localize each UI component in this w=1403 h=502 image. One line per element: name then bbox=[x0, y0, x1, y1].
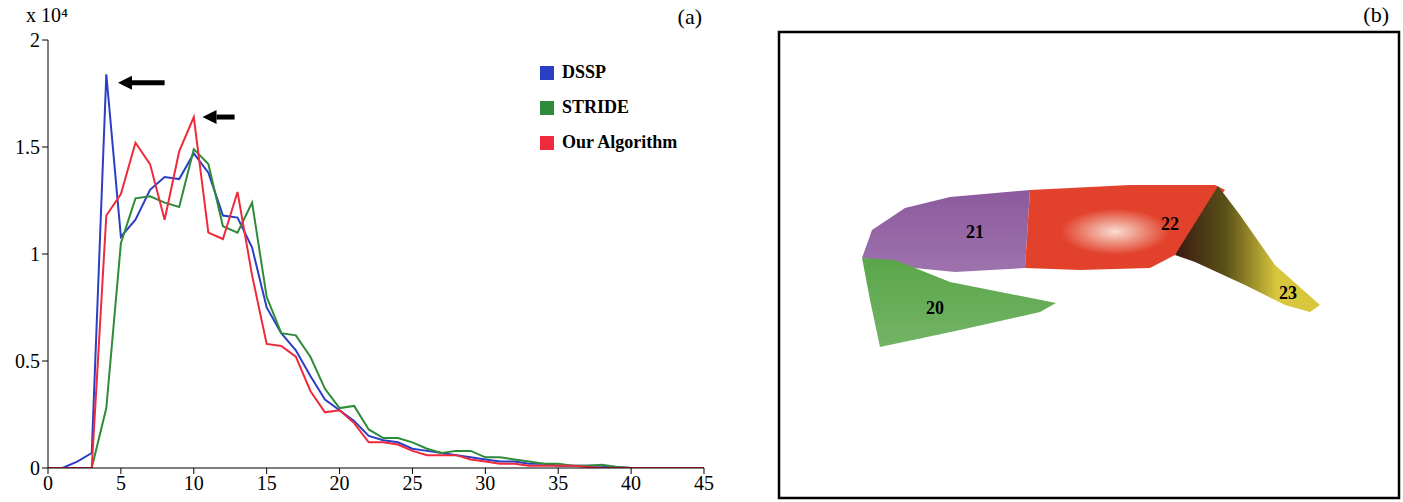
svg-text:0: 0 bbox=[43, 472, 53, 494]
svg-text:22: 22 bbox=[1161, 214, 1179, 234]
html-text:x 10⁴: x 10⁴ bbox=[26, 4, 68, 26]
html-text:Our Algorithm: Our Algorithm bbox=[562, 132, 678, 152]
svg-text:20: 20 bbox=[330, 472, 350, 494]
svg-text:10: 10 bbox=[184, 472, 204, 494]
svg-text:5: 5 bbox=[116, 472, 126, 494]
svg-text:0.5: 0.5 bbox=[15, 350, 40, 372]
svg-text:20: 20 bbox=[926, 298, 944, 318]
html-text:(a): (a) bbox=[677, 4, 702, 29]
svg-text:35: 35 bbox=[548, 472, 568, 494]
svg-text:45: 45 bbox=[694, 472, 714, 494]
svg-text:30: 30 bbox=[475, 472, 495, 494]
svg-text:21: 21 bbox=[966, 222, 984, 242]
svg-text:0: 0 bbox=[30, 457, 40, 479]
svg-text:(b): (b) bbox=[1363, 2, 1389, 27]
html-text:DSSP: DSSP bbox=[562, 62, 606, 82]
svg-text:2: 2 bbox=[30, 29, 40, 51]
svg-text:15: 15 bbox=[257, 472, 277, 494]
svg-text:25: 25 bbox=[402, 472, 422, 494]
svg-text:40: 40 bbox=[621, 472, 641, 494]
svg-text:23: 23 bbox=[1279, 283, 1297, 303]
svg-text:1: 1 bbox=[30, 243, 40, 265]
html-text:STRIDE: STRIDE bbox=[562, 97, 629, 117]
svg-text:1.5: 1.5 bbox=[15, 136, 40, 158]
